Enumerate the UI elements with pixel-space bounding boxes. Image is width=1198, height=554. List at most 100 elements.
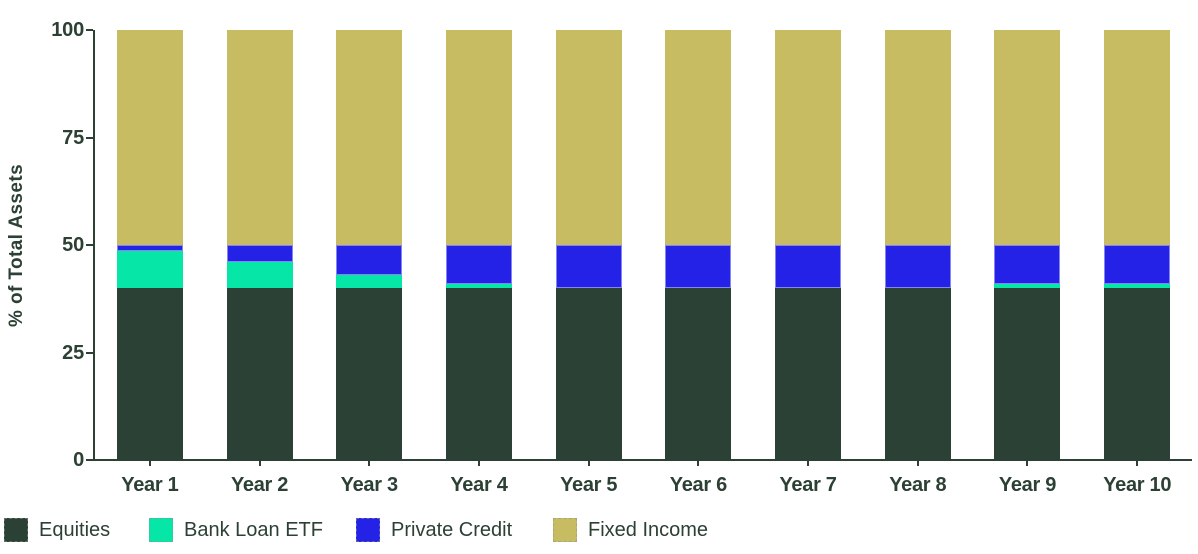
x-label-year-9: Year 9 bbox=[998, 474, 1057, 496]
segment-fixed-income-year-7 bbox=[775, 30, 842, 245]
x-axis-tick-marks bbox=[95, 461, 1192, 466]
x-tick-slot-year-3 bbox=[314, 461, 424, 466]
y-tick-label-75: 75 bbox=[62, 126, 84, 149]
segment-equities-year-8 bbox=[884, 288, 951, 460]
segment-equities-year-5 bbox=[555, 288, 622, 460]
x-label-year-4: Year 4 bbox=[450, 474, 508, 496]
legend-swatch-equities bbox=[4, 518, 28, 542]
segment-private-credit-year-9 bbox=[994, 245, 1061, 284]
bar-year-6 bbox=[665, 30, 732, 460]
x-tick-slot-year-5 bbox=[534, 461, 644, 466]
bar-slot-year-5 bbox=[534, 30, 644, 460]
bar-year-10 bbox=[1104, 30, 1171, 460]
segment-fixed-income-year-3 bbox=[336, 30, 403, 246]
y-tick-mark-25 bbox=[86, 351, 93, 354]
segment-private-credit-year-5 bbox=[555, 245, 622, 288]
segment-fixed-income-year-8 bbox=[884, 30, 951, 245]
x-tick-mark-year-10 bbox=[1136, 461, 1139, 466]
x-label-year-1: Year 1 bbox=[121, 474, 179, 496]
y-tick-label-25: 25 bbox=[62, 341, 84, 364]
bar-slot-year-4 bbox=[424, 30, 534, 460]
x-label-year-3: Year 3 bbox=[340, 474, 398, 496]
bar-slot-year-8 bbox=[863, 30, 973, 460]
segment-private-credit-year-3 bbox=[336, 245, 403, 276]
x-tick-mark-year-5 bbox=[587, 461, 590, 466]
x-tick-slot-year-6 bbox=[644, 461, 754, 466]
segment-equities-year-4 bbox=[445, 288, 512, 460]
x-tick-mark-year-7 bbox=[807, 461, 810, 466]
legend-swatch-private-credit bbox=[356, 518, 380, 542]
x-tick-slot-year-7 bbox=[753, 461, 863, 466]
segment-private-credit-year-4 bbox=[445, 245, 512, 284]
x-label-year-10: Year 10 bbox=[1103, 474, 1172, 496]
bar-slot-year-3 bbox=[314, 30, 424, 460]
y-tick-label-0: 0 bbox=[73, 449, 84, 471]
bar-year-7 bbox=[775, 30, 842, 460]
segment-private-credit-year-1 bbox=[116, 245, 183, 252]
x-tick-mark-year-1 bbox=[148, 461, 151, 466]
segment-fixed-income-year-1 bbox=[116, 30, 183, 246]
bar-slot-year-9 bbox=[973, 30, 1083, 460]
x-label-year-2: Year 2 bbox=[230, 474, 289, 496]
bar-year-8 bbox=[884, 30, 951, 460]
bar-year-9 bbox=[994, 30, 1061, 460]
segment-private-credit-year-6 bbox=[665, 245, 732, 288]
x-tick-mark-year-2 bbox=[258, 461, 261, 466]
segment-equities-year-6 bbox=[665, 288, 732, 460]
legend-label-fixed-income: Fixed Income bbox=[588, 518, 709, 541]
segment-private-credit-year-2 bbox=[226, 245, 293, 263]
segment-bank-loan-etf-year-3 bbox=[336, 275, 403, 288]
bar-year-1 bbox=[116, 30, 183, 460]
x-tick-slot-year-2 bbox=[205, 461, 315, 466]
legend-label-private-credit: Private Credit bbox=[391, 518, 513, 541]
x-tick-slot-year-1 bbox=[95, 461, 205, 466]
legend-label-equities: Equities bbox=[39, 518, 111, 541]
legend: Equities Bank Loan ETF Private Credit Fixed… bbox=[0, 518, 1198, 546]
plot-area bbox=[95, 30, 1192, 460]
y-tick-label-50: 50 bbox=[62, 234, 84, 256]
x-tick-mark-year-3 bbox=[368, 461, 371, 466]
segment-fixed-income-year-9 bbox=[994, 30, 1061, 246]
bar-year-2 bbox=[226, 30, 293, 460]
segment-fixed-income-year-2 bbox=[226, 30, 293, 246]
x-tick-slot-year-9 bbox=[973, 461, 1083, 466]
segment-bank-loan-etf-year-2 bbox=[226, 262, 293, 288]
x-tick-slot-year-4 bbox=[424, 461, 534, 466]
legend-swatch-bank-loan-etf bbox=[149, 518, 173, 542]
legend-swatch-fixed-income bbox=[553, 518, 577, 542]
y-tick-label-100: 100 bbox=[51, 19, 84, 41]
segment-fixed-income-year-6 bbox=[665, 30, 732, 245]
x-tick-mark-year-6 bbox=[697, 461, 700, 466]
segment-equities-year-1 bbox=[116, 288, 183, 460]
segment-bank-loan-etf-year-9 bbox=[994, 283, 1061, 288]
y-tick-mark-100 bbox=[86, 29, 93, 31]
bar-slot-year-6 bbox=[644, 30, 754, 460]
bar-year-4 bbox=[445, 30, 512, 460]
legend-item-fixed-income: Fixed Income bbox=[553, 518, 708, 542]
y-tick-mark-75 bbox=[86, 136, 93, 139]
segment-fixed-income-year-4 bbox=[445, 30, 512, 246]
legend-item-private-credit: Private Credit bbox=[356, 518, 512, 542]
x-tick-mark-year-9 bbox=[1026, 461, 1029, 466]
segment-equities-year-9 bbox=[994, 288, 1061, 460]
segment-bank-loan-etf-year-4 bbox=[445, 283, 512, 288]
bar-slot-year-10 bbox=[1082, 30, 1192, 460]
x-tick-slot-year-8 bbox=[863, 461, 973, 466]
segment-private-credit-year-8 bbox=[884, 245, 951, 288]
x-tick-mark-year-8 bbox=[916, 461, 919, 466]
bar-year-5 bbox=[555, 30, 622, 460]
segment-bank-loan-etf-year-1 bbox=[116, 251, 183, 288]
x-tick-mark-year-4 bbox=[477, 461, 480, 466]
x-label-year-6: Year 6 bbox=[669, 474, 727, 496]
x-label-year-7: Year 7 bbox=[779, 474, 837, 496]
x-tick-slot-year-10 bbox=[1082, 461, 1192, 466]
y-axis-title: % of Total Assets bbox=[6, 163, 27, 327]
bar-slot-year-7 bbox=[753, 30, 863, 460]
segment-private-credit-year-10 bbox=[1104, 245, 1171, 284]
legend-item-equities: Equities bbox=[4, 518, 110, 542]
bar-year-3 bbox=[336, 30, 403, 460]
segment-equities-year-2 bbox=[226, 288, 293, 460]
y-axis-line bbox=[93, 30, 95, 461]
segment-equities-year-3 bbox=[336, 288, 403, 460]
